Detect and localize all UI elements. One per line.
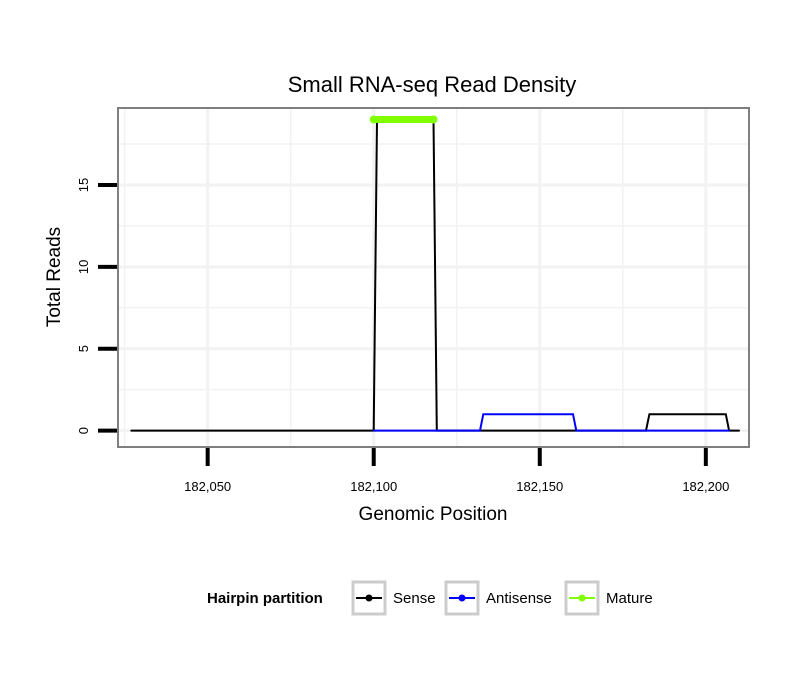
x-axis: 182,050 182,100 182,150 182,200 [184, 448, 729, 494]
legend-key-point [578, 594, 586, 602]
x-tick-label: 182,200 [682, 479, 729, 494]
legend-key-point [458, 594, 466, 602]
legend-label: Antisense [486, 590, 552, 607]
y-axis: 0 5 10 15 [76, 178, 117, 434]
x-tick-label: 182,150 [516, 479, 563, 494]
panel-border [117, 107, 750, 448]
legend-items: Sense Antisense Mature [351, 580, 653, 616]
y-tick-label: 0 [76, 427, 91, 434]
legend: Hairpin partition Sense Antisense Mature [207, 580, 653, 616]
y-tick-label: 10 [76, 260, 91, 274]
x-tick-label: 182,100 [350, 479, 397, 494]
y-tick-label: 15 [76, 178, 91, 192]
series-line-antisense [372, 413, 731, 432]
y-tick-label: 5 [76, 345, 91, 352]
y-axis-title: Total Reads [44, 227, 65, 327]
x-tick-label: 182,050 [184, 479, 231, 494]
legend-label: Mature [606, 590, 653, 607]
x-axis-title: Genomic Position [359, 504, 508, 525]
legend-label: Sense [393, 590, 436, 607]
series-point-mature [369, 115, 378, 124]
legend-title: Hairpin partition [207, 590, 323, 607]
series-point-mature [429, 115, 438, 124]
legend-key-point [365, 594, 373, 602]
series-layer [130, 115, 740, 432]
series-line-sense [130, 118, 740, 432]
chart-title: Small RNA-seq Read Density [288, 72, 577, 97]
